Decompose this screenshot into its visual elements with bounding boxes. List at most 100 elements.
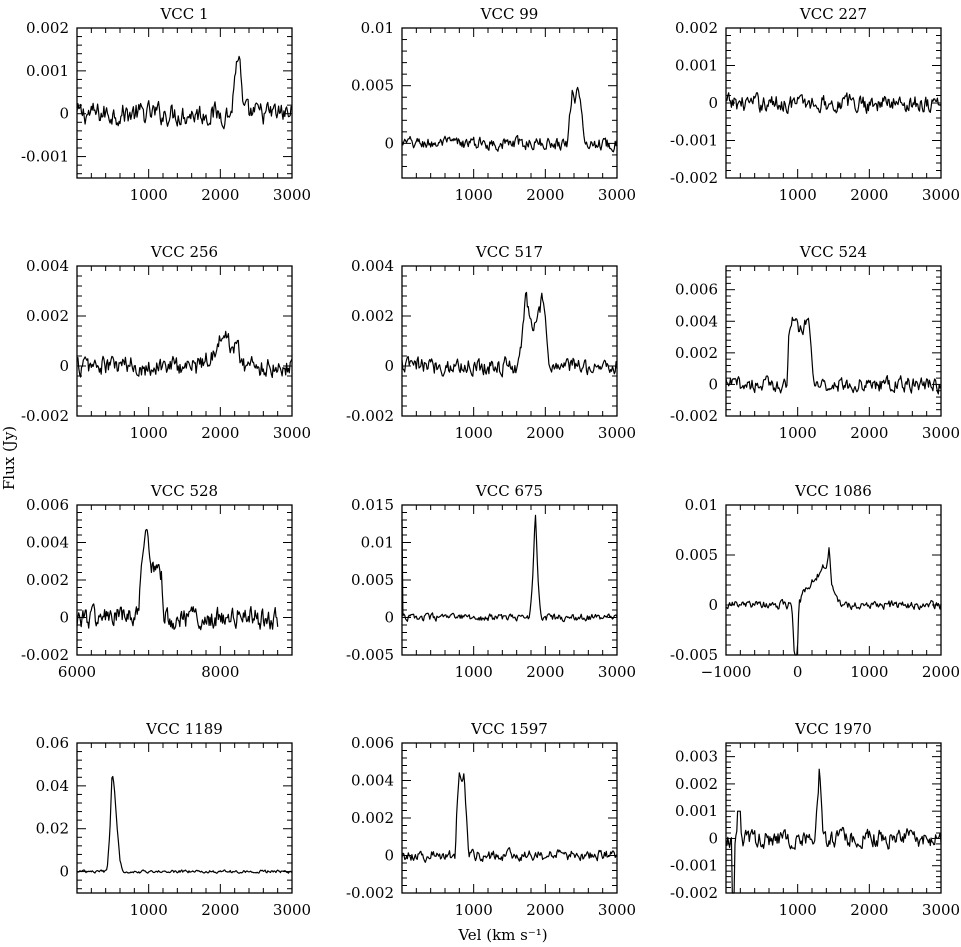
spectrum-line [76, 528, 279, 631]
x-tick-label: 1000 [455, 901, 493, 919]
y-tick-label: -0.001 [670, 857, 718, 875]
spectrum-line [401, 291, 618, 378]
x-tick-label: 1000 [455, 424, 493, 442]
y-tick-label: -0.002 [21, 646, 69, 664]
y-tick-label: 0.004 [26, 257, 69, 275]
y-tick-label: 0.002 [351, 307, 394, 325]
y-tick-label: -0.001 [670, 132, 718, 150]
spectrum-line [725, 316, 942, 395]
y-tick-label: 0.06 [36, 734, 69, 752]
y-tick-label: 0 [384, 357, 394, 375]
y-tick-label: 0.002 [26, 19, 69, 37]
x-tick-label: 3000 [273, 186, 311, 204]
x-axis-label: Vel (km s⁻¹) [457, 926, 547, 944]
y-tick-label: 0 [384, 609, 394, 627]
x-tick-label: 2000 [526, 901, 564, 919]
panel-frame [401, 27, 618, 179]
x-tick-label: 3000 [598, 186, 636, 204]
x-tick-label: 3000 [273, 424, 311, 442]
y-tick-label: 0 [59, 105, 69, 123]
y-tick-label: -0.002 [670, 169, 718, 187]
spectrum-line [725, 768, 942, 894]
x-tick-label: 6000 [58, 663, 96, 681]
y-tick-label: 0.02 [36, 820, 69, 838]
spectrum-panel: VCC 517 1000 2000 3000 -0.002 0 0.002 0.004 [346, 243, 636, 442]
x-tick-label: 1000 [850, 663, 888, 681]
x-tick-label: −1000 [701, 663, 752, 681]
y-tick-label: -0.002 [21, 407, 69, 425]
y-tick-label: 0.003 [675, 748, 718, 766]
y-tick-label: 0.01 [361, 534, 394, 552]
panel-frame [76, 27, 293, 179]
x-tick-label: 3000 [922, 424, 960, 442]
panel-frame [401, 265, 618, 417]
panel-title: VCC 1189 [145, 720, 223, 738]
y-tick-label: 0 [708, 596, 718, 614]
y-tick-label: 0 [384, 847, 394, 865]
y-tick-label: 0.004 [675, 312, 718, 330]
y-tick-label: 0.04 [36, 777, 69, 795]
y-tick-label: 0.001 [26, 62, 69, 80]
y-tick-label: 0 [384, 134, 394, 152]
x-tick-label: 2000 [201, 186, 239, 204]
panel-frame [725, 504, 942, 656]
x-tick-label: 1000 [130, 901, 168, 919]
spectrum-panel: VCC 1970 1000 2000 3000 -0.002 -0.001 0 0.001 0.… [670, 720, 960, 919]
panel-title: VCC 524 [799, 243, 867, 261]
panel-title: VCC 528 [150, 482, 218, 500]
spectrum-panel: VCC 227 1000 2000 3000 -0.002 -0.001 0 0.001 0.0… [670, 5, 960, 204]
x-tick-label: 3000 [598, 901, 636, 919]
y-tick-label: 0.001 [675, 802, 718, 820]
y-tick-label: -0.002 [670, 407, 718, 425]
panel-frame [401, 742, 618, 894]
y-tick-label: 0.005 [351, 571, 394, 589]
y-tick-label: 0.002 [675, 344, 718, 362]
y-tick-label: 0.002 [26, 571, 69, 589]
y-tick-label: 0 [708, 94, 718, 112]
spectrum-panel: VCC 1 1000 2000 3000 -0.001 0 0.001 0.002 [21, 5, 311, 204]
y-tick-label: -0.005 [346, 646, 394, 664]
panel-frame [76, 742, 293, 894]
y-tick-label: -0.002 [670, 884, 718, 902]
spectrum-panel: VCC 1086 −1000 0 1000 2000 -0.005 0 0.005 0.01 [670, 482, 960, 681]
spectrum-line [725, 547, 942, 656]
x-tick-label: 3000 [922, 186, 960, 204]
panel-title: VCC 517 [475, 243, 543, 261]
y-tick-label: 0.004 [351, 772, 394, 790]
y-tick-label: 0.005 [675, 546, 718, 564]
y-tick-label: 0 [59, 357, 69, 375]
y-tick-label: 0.004 [351, 257, 394, 275]
spectrum-panel: VCC 99 1000 2000 3000 0 0.005 0.01 [351, 5, 636, 204]
x-tick-label: 1000 [455, 663, 493, 681]
x-tick-label: 0 [793, 663, 803, 681]
spectrum-line [401, 86, 618, 153]
spectrum-line [76, 330, 293, 378]
panel-title: VCC 99 [480, 5, 539, 23]
spectrum-line [401, 514, 618, 623]
y-tick-label: 0 [708, 829, 718, 847]
y-tick-label: 0.002 [351, 809, 394, 827]
x-tick-label: 3000 [598, 663, 636, 681]
x-tick-label: 1000 [779, 424, 817, 442]
x-tick-label: 2000 [850, 901, 888, 919]
y-tick-label: 0.01 [685, 496, 718, 514]
y-tick-label: 0.002 [675, 19, 718, 37]
panel-title: VCC 256 [150, 243, 218, 261]
y-tick-label: 0.004 [26, 534, 69, 552]
y-tick-label: 0.006 [351, 734, 394, 752]
panel-frame [76, 504, 293, 656]
y-tick-label: 0 [59, 863, 69, 881]
panel-frame [401, 504, 618, 656]
x-tick-label: 1000 [779, 186, 817, 204]
spectrum-line [401, 772, 618, 863]
panel-frame [725, 265, 942, 417]
spectrum-panel: VCC 524 1000 2000 3000 -0.002 0 0.002 0.004 0.00… [670, 243, 960, 442]
y-tick-label: -0.001 [21, 148, 69, 166]
y-tick-label: 0 [708, 375, 718, 393]
spectrum-line [76, 775, 293, 874]
spectrum-line [76, 55, 293, 130]
x-tick-label: 1000 [779, 901, 817, 919]
y-tick-label: -0.005 [670, 646, 718, 664]
x-tick-label: 2000 [850, 186, 888, 204]
